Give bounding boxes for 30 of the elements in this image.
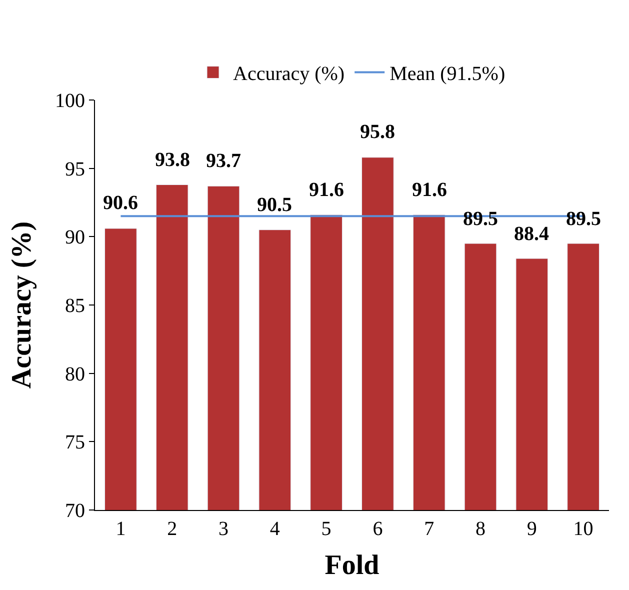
data-label: 95.8 [360,121,395,143]
data-label: 90.5 [257,194,292,216]
x-tick-label: 7 [424,518,434,540]
legend-label: Mean (91.5%) [390,63,506,86]
x-tick-label: 10 [573,518,594,540]
y-axis-title: Accuracy (%) [6,221,38,389]
y-tick-label: 95 [65,158,85,180]
x-tick-label: 8 [476,518,486,540]
x-tick-label: 5 [321,518,332,540]
y-tick-label: 70 [65,500,85,522]
x-tick-label: 6 [372,518,383,540]
y-tick-label: 75 [65,432,85,454]
x-axis-title: Fold [324,550,380,582]
x-tick-label: 3 [218,518,228,540]
y-tick-label: 80 [65,363,85,386]
data-label: 91.6 [412,179,447,201]
data-label: 93.8 [155,149,190,171]
y-tick-label: 85 [65,295,85,317]
x-tick-label: 9 [526,518,537,540]
x-tick-label: 1 [116,518,126,540]
data-label: 89.5 [566,208,601,230]
data-label: 93.7 [206,150,241,172]
data-label: 91.6 [309,179,344,201]
x-tick-label: 2 [167,518,178,540]
data-label: 88.4 [514,223,549,245]
x-tick-label: 4 [270,518,280,540]
data-label: 90.6 [103,192,138,214]
y-tick-label: 100 [55,90,85,112]
y-tick-label: 90 [65,226,85,249]
legend-label: Accuracy (%) [233,63,345,86]
